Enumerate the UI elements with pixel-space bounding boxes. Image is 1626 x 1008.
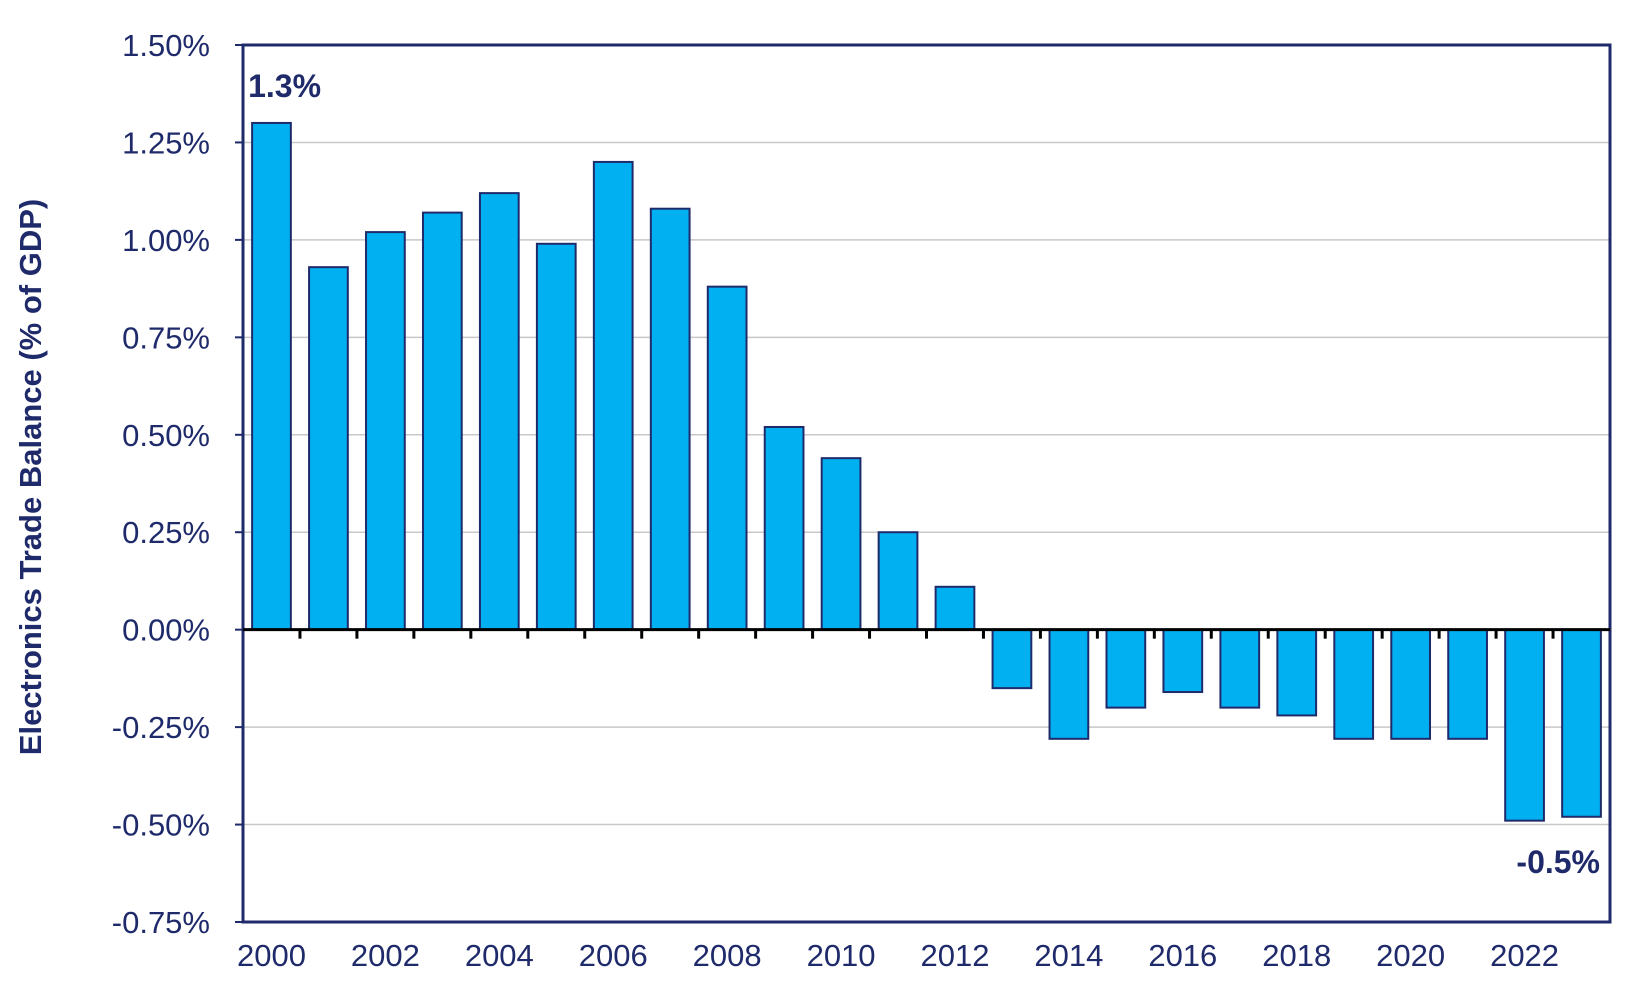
x-tick-label: 2010 [807,938,876,973]
x-tick-label: 2016 [1148,938,1217,973]
bar-2020 [1391,630,1430,739]
bar-2022 [1505,630,1544,821]
y-tick-label: 0.50% [122,418,210,453]
y-axis-title: Electronics Trade Balance (% of GDP) [13,199,48,755]
y-tick-label: -0.50% [112,808,210,843]
bar-2012 [936,587,975,630]
bars [252,123,1601,821]
y-tick-labels: 1.50% 1.25% 1.00% 0.75% 0.50% 0.25% 0.00% -0.25… [112,28,210,940]
x-tick-label: 2002 [351,938,420,973]
y-tick-label: -0.25% [112,710,210,745]
y-tick-label: 1.25% [122,125,210,160]
y-tick-label: 0.00% [122,613,210,648]
x-tick-label: 2000 [237,938,306,973]
bar-2019 [1334,630,1373,739]
y-tick-label: 1.50% [122,28,210,63]
y-tick-label: 0.25% [122,515,210,550]
data-label-2000: 1.3% [248,68,321,104]
y-tick-label: 0.75% [122,320,210,355]
bar-2009 [765,427,804,630]
bar-2021 [1448,630,1487,739]
bar-2014 [1050,630,1089,739]
x-tick-label: 2014 [1034,938,1103,973]
x-tick-label: 2018 [1262,938,1331,973]
data-label-2023: -0.5% [1516,844,1600,880]
bar-2001 [309,267,348,629]
bar-2017 [1220,630,1259,708]
x-tick-label: 2022 [1490,938,1559,973]
bar-2018 [1277,630,1316,716]
x-tick-labels: 2000 2002 2004 2006 2008 2010 2012 2014 2016 2018… [237,938,1559,973]
bar-2023 [1562,630,1601,817]
bar-2010 [822,458,861,630]
bar-2002 [366,232,405,630]
y-tick-label: -0.75% [112,905,210,940]
trade-balance-chart: 1.50% 1.25% 1.00% 0.75% 0.50% 0.25% 0.00% -0.25… [0,0,1626,1008]
x-tick-label: 2006 [579,938,648,973]
bar-2013 [993,630,1032,688]
bar-2000 [252,123,291,630]
bar-2016 [1163,630,1202,692]
x-tick-label: 2012 [920,938,989,973]
bar-2006 [594,162,633,630]
bar-2003 [423,213,462,630]
x-tick-label: 2008 [693,938,762,973]
bar-2007 [651,209,690,630]
y-tick-label: 1.00% [122,223,210,258]
bar-2008 [708,287,747,630]
bar-2005 [537,244,576,630]
x-tick-label: 2004 [465,938,534,973]
x-tick-label: 2020 [1376,938,1445,973]
bar-2015 [1106,630,1145,708]
bar-2004 [480,193,519,630]
bar-2011 [879,532,918,629]
